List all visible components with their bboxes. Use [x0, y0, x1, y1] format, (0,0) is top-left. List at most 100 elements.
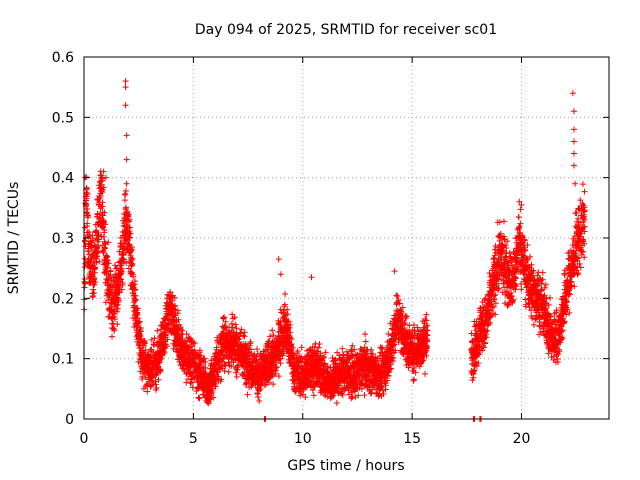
data-point [130, 273, 137, 280]
data-point [270, 381, 277, 388]
data-point [116, 289, 123, 296]
data-point [187, 380, 194, 387]
data-point [108, 315, 115, 322]
data-point [103, 254, 110, 261]
data-point [115, 297, 122, 304]
data-point [178, 326, 185, 333]
data-point [183, 379, 190, 386]
data-point [183, 331, 190, 338]
data-point [124, 212, 131, 219]
data-point [505, 301, 512, 308]
data-point [137, 325, 144, 332]
data-point [197, 352, 204, 359]
data-point [189, 384, 196, 391]
data-point [100, 184, 107, 191]
data-point [298, 344, 305, 351]
data-point [123, 260, 130, 267]
data-point [93, 253, 100, 260]
data-point [155, 376, 162, 383]
data-point [167, 289, 174, 296]
data-point [105, 239, 112, 246]
data-point [86, 229, 93, 236]
data-point [92, 264, 99, 271]
data-point [100, 233, 107, 240]
data-point [84, 220, 91, 227]
data-point [190, 340, 197, 347]
data-point [517, 206, 524, 213]
data-point [339, 345, 346, 352]
data-point [131, 278, 138, 285]
data-point [131, 297, 138, 304]
data-point [172, 302, 179, 309]
data-point [85, 214, 92, 221]
data-point [134, 315, 141, 322]
data-point [231, 314, 238, 321]
data-point [577, 264, 584, 271]
data-point [542, 281, 549, 288]
data-point [90, 289, 97, 296]
data-point [394, 293, 401, 300]
data-point [500, 218, 507, 225]
data-point [176, 334, 183, 341]
data-point [105, 260, 112, 267]
data-point [123, 187, 130, 194]
data-point [241, 329, 248, 336]
data-point [89, 294, 96, 301]
data-point [210, 394, 217, 401]
data-point [101, 209, 108, 216]
data-point [196, 395, 203, 402]
data-point [233, 373, 240, 380]
data-point [84, 191, 91, 198]
data-point [118, 286, 125, 293]
data-point [154, 327, 161, 334]
data-point [170, 345, 177, 352]
data-point [195, 394, 202, 401]
data-point [104, 257, 111, 264]
data-point [128, 257, 135, 264]
data-point [99, 175, 106, 182]
data-point [119, 281, 126, 288]
data-point [94, 253, 101, 260]
data-point [126, 224, 133, 231]
data-point [277, 306, 284, 313]
data-point [171, 303, 178, 310]
data-point [134, 305, 141, 312]
data-point [270, 332, 277, 339]
data-point [112, 316, 119, 323]
data-point [136, 318, 143, 325]
data-point [228, 320, 235, 327]
data-point [229, 324, 236, 331]
data-point [141, 338, 148, 345]
data-point [101, 238, 108, 245]
data-point [530, 321, 537, 328]
data-point [101, 245, 108, 252]
data-point [104, 264, 111, 271]
points-layer [81, 78, 588, 422]
data-point [100, 218, 107, 225]
data-point [108, 306, 115, 313]
data-point [95, 236, 102, 243]
data-point [515, 214, 522, 221]
data-point [232, 321, 239, 328]
data-point [135, 319, 142, 326]
data-point [128, 262, 135, 269]
data-point [81, 264, 88, 271]
data-point [84, 212, 91, 219]
data-point [92, 279, 99, 286]
data-point [281, 303, 288, 310]
data-point [362, 331, 369, 338]
data-point [102, 221, 109, 228]
data-point [109, 333, 116, 340]
data-point [255, 393, 262, 400]
data-point [118, 276, 125, 283]
data-point [148, 382, 155, 389]
data-point [422, 370, 429, 377]
data-point [228, 363, 235, 370]
data-point [129, 261, 136, 268]
data-point [161, 350, 168, 357]
data-point [107, 273, 114, 280]
data-point [269, 327, 276, 334]
data-point [191, 339, 198, 346]
